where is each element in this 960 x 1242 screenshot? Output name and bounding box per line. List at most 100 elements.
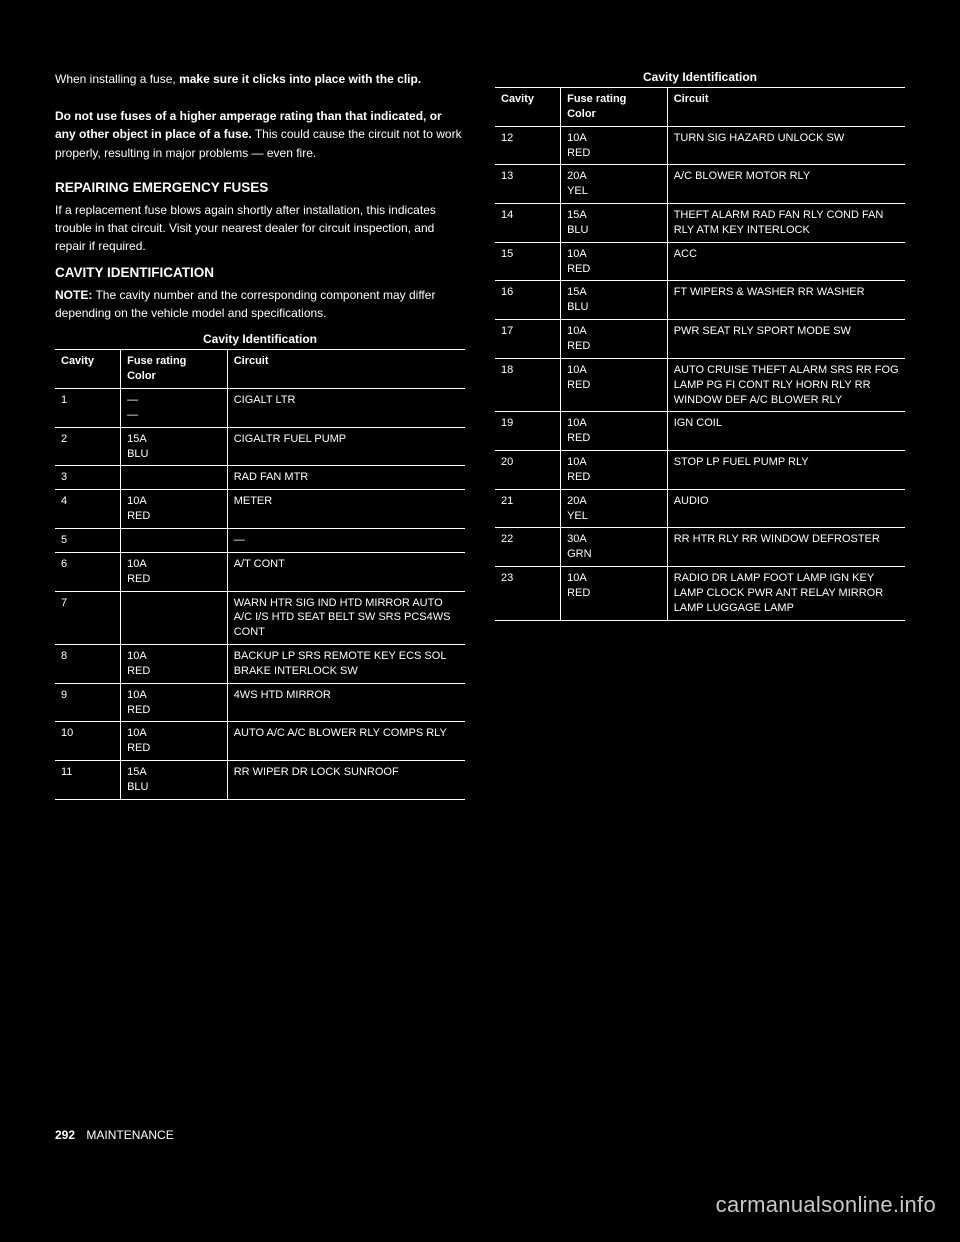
table-row: 2010AREDSTOP LP FUEL PUMP RLY bbox=[495, 451, 905, 490]
table-row: 1615ABLUFT WIPERS & WASHER RR WASHER bbox=[495, 281, 905, 320]
rating-cell: 20AYEL bbox=[561, 489, 668, 528]
circuit-cell: METER bbox=[227, 490, 465, 529]
table2-title: Cavity Identification bbox=[495, 70, 905, 84]
table-row: 1115ABLURR WIPER DR LOCK SUNROOF bbox=[55, 761, 465, 800]
table-row: 1320AYELA/C BLOWER MOTOR RLY bbox=[495, 165, 905, 204]
cavity-cell: 11 bbox=[55, 761, 121, 800]
rating-cell: 10ARED bbox=[121, 722, 228, 761]
circuit-cell: WARN HTR SIG IND HTD MIRROR AUTO A/C I/S… bbox=[227, 591, 465, 645]
left-column: When installing a fuse, make sure it cli… bbox=[55, 70, 465, 806]
circuit-cell: A/T CONT bbox=[227, 552, 465, 591]
rating-cell: 10ARED bbox=[121, 490, 228, 529]
intro-para-1: When installing a fuse, make sure it cli… bbox=[55, 70, 465, 89]
cavity-cell: 20 bbox=[495, 451, 561, 490]
table-row: 7 WARN HTR SIG IND HTD MIRROR AUTO A/C I/… bbox=[55, 591, 465, 645]
circuit-cell: BACKUP LP SRS REMOTE KEY ECS SOL BRAKE I… bbox=[227, 645, 465, 684]
table-row: 910ARED4WS HTD MIRROR bbox=[55, 683, 465, 722]
page-number: 292 bbox=[55, 1128, 75, 1142]
table-row: 215ABLUCIGALTR FUEL PUMP bbox=[55, 427, 465, 466]
table-row: 3RAD FAN MTR bbox=[55, 466, 465, 490]
rating-cell bbox=[121, 528, 228, 552]
cavity-cell: 12 bbox=[495, 126, 561, 165]
circuit-cell: ACC bbox=[667, 242, 905, 281]
circuit-cell: RR WIPER DR LOCK SUNROOF bbox=[227, 761, 465, 800]
table-row: 2230AGRNRR HTR RLY RR WINDOW DEFROSTER bbox=[495, 528, 905, 567]
cavity-cell: 2 bbox=[55, 427, 121, 466]
circuit-cell: RAD FAN MTR bbox=[227, 466, 465, 490]
note-label: NOTE: bbox=[55, 288, 92, 302]
cavity-cell: 16 bbox=[495, 281, 561, 320]
repairing-title: REPAIRING EMERGENCY FUSES bbox=[55, 180, 465, 195]
cavity-cell: 8 bbox=[55, 645, 121, 684]
circuit-cell: RR HTR RLY RR WINDOW DEFROSTER bbox=[667, 528, 905, 567]
intro-line1: When installing a fuse, bbox=[55, 72, 176, 86]
cavity-cell: 17 bbox=[495, 320, 561, 359]
cavity-cell: 1 bbox=[55, 389, 121, 428]
cavity-cell: 4 bbox=[55, 490, 121, 529]
table-row: 1010AREDAUTO A/C A/C BLOWER RLY COMPS RL… bbox=[55, 722, 465, 761]
table-row: 610AREDA/T CONT bbox=[55, 552, 465, 591]
circuit-cell: — bbox=[227, 528, 465, 552]
page-footer: 292 MAINTENANCE bbox=[55, 1128, 174, 1142]
fuse-table-1: Cavity Fuse rating Color Circuit 1——CIGA… bbox=[55, 349, 465, 799]
cavity-cell: 18 bbox=[495, 358, 561, 412]
note-block: NOTE: The cavity number and the correspo… bbox=[55, 286, 465, 322]
circuit-cell: PWR SEAT RLY SPORT MODE SW bbox=[667, 320, 905, 359]
circuit-cell: THEFT ALARM RAD FAN RLY COND FAN RLY ATM… bbox=[667, 204, 905, 243]
rating-cell: 10ARED bbox=[561, 242, 668, 281]
cavity-cell: 9 bbox=[55, 683, 121, 722]
table-row: 1415ABLUTHEFT ALARM RAD FAN RLY COND FAN… bbox=[495, 204, 905, 243]
cavity-cell: 10 bbox=[55, 722, 121, 761]
table-row: 2120AYELAUDIO bbox=[495, 489, 905, 528]
cavity-cell: 19 bbox=[495, 412, 561, 451]
fuse-table-2: Cavity Fuse rating Color Circuit 1210ARE… bbox=[495, 87, 905, 621]
rating-cell: —— bbox=[121, 389, 228, 428]
circuit-cell: 4WS HTD MIRROR bbox=[227, 683, 465, 722]
watermark: carmanualsonline.info bbox=[716, 1192, 936, 1218]
rating-cell: 30AGRN bbox=[561, 528, 668, 567]
cavity-cell: 13 bbox=[495, 165, 561, 204]
table-row: 2310AREDRADIO DR LAMP FOOT LAMP IGN KEY … bbox=[495, 567, 905, 621]
page-label: MAINTENANCE bbox=[86, 1128, 173, 1142]
th-circuit: Circuit bbox=[667, 88, 905, 127]
circuit-cell: TURN SIG HAZARD UNLOCK SW bbox=[667, 126, 905, 165]
circuit-cell: RADIO DR LAMP FOOT LAMP IGN KEY LAMP CLO… bbox=[667, 567, 905, 621]
th-rating: Fuse rating Color bbox=[121, 350, 228, 389]
rating-cell: 10ARED bbox=[561, 126, 668, 165]
rating-cell: 10ARED bbox=[121, 552, 228, 591]
cavity-cell: 15 bbox=[495, 242, 561, 281]
rating-cell: 10ARED bbox=[561, 567, 668, 621]
cavity-cell: 5 bbox=[55, 528, 121, 552]
circuit-cell: CIGALTR FUEL PUMP bbox=[227, 427, 465, 466]
table-header-row: Cavity Fuse rating Color Circuit bbox=[495, 88, 905, 127]
circuit-cell: AUTO CRUISE THEFT ALARM SRS RR FOG LAMP … bbox=[667, 358, 905, 412]
rating-cell: 15ABLU bbox=[121, 427, 228, 466]
rating-cell: 10ARED bbox=[121, 683, 228, 722]
th-rating: Fuse rating Color bbox=[561, 88, 668, 127]
intro-line1-bold: make sure it clicks into place with the … bbox=[176, 72, 421, 86]
rating-cell: 15ABLU bbox=[561, 281, 668, 320]
intro-para-2: Do not use fuses of a higher amperage ra… bbox=[55, 107, 465, 163]
rating-cell bbox=[121, 466, 228, 490]
circuit-cell: AUDIO bbox=[667, 489, 905, 528]
rating-cell: 15ABLU bbox=[561, 204, 668, 243]
note-body: The cavity number and the corresponding … bbox=[55, 288, 435, 320]
table-row: 1510AREDACC bbox=[495, 242, 905, 281]
cavity-cell: 14 bbox=[495, 204, 561, 243]
table-row: 1810AREDAUTO CRUISE THEFT ALARM SRS RR F… bbox=[495, 358, 905, 412]
circuit-cell: A/C BLOWER MOTOR RLY bbox=[667, 165, 905, 204]
rating-cell: 10ARED bbox=[561, 451, 668, 490]
cavity-cell: 7 bbox=[55, 591, 121, 645]
table-row: 5— bbox=[55, 528, 465, 552]
table-header-row: Cavity Fuse rating Color Circuit bbox=[55, 350, 465, 389]
rating-cell: 10ARED bbox=[121, 645, 228, 684]
cavity-cell: 6 bbox=[55, 552, 121, 591]
th-cavity: Cavity bbox=[55, 350, 121, 389]
table-row: 1210AREDTURN SIG HAZARD UNLOCK SW bbox=[495, 126, 905, 165]
th-cavity: Cavity bbox=[495, 88, 561, 127]
table-row: 1910AREDIGN COIL bbox=[495, 412, 905, 451]
rating-cell: 10ARED bbox=[561, 358, 668, 412]
right-column: Cavity Identification Cavity Fuse rating… bbox=[495, 70, 905, 806]
rating-cell: 10ARED bbox=[561, 412, 668, 451]
cavity-cell: 23 bbox=[495, 567, 561, 621]
